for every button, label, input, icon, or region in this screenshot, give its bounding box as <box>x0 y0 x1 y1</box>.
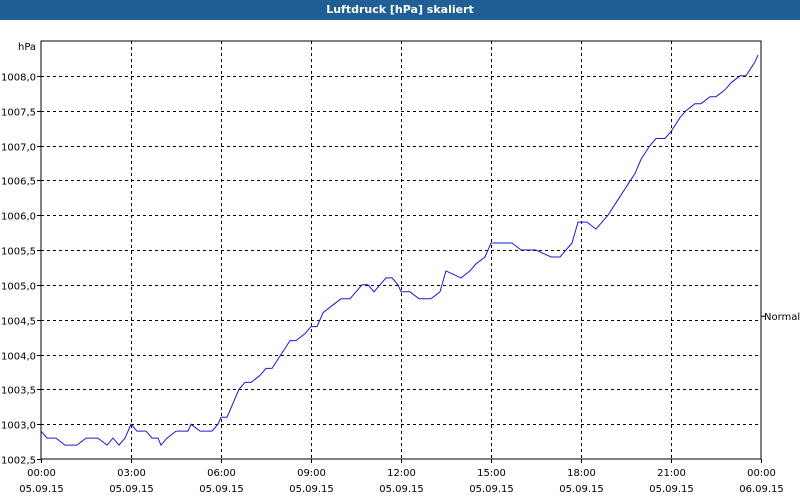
y-tick-label: 1007,5 <box>1 108 36 119</box>
x-tick-time-label: 15:00 <box>477 468 506 479</box>
x-tick-time-label: 21:00 <box>657 468 686 479</box>
y-tick-label: 1006,0 <box>1 212 36 223</box>
y-tick-label: 1008,0 <box>1 73 36 84</box>
chart-title: Luftdruck [hPa] skaliert <box>0 0 800 20</box>
y-axis-unit-label: hPa <box>18 42 36 53</box>
y-tick-label: 1002,5 <box>1 456 36 467</box>
x-tick-date-label: 05.09.15 <box>19 484 64 495</box>
y-axis: 1002,5 1003,0 1003,5 1004,0 1004,5 1005,0 1005… <box>1 73 41 467</box>
y-tick-label: 1004,0 <box>1 352 36 363</box>
y-tick-label: 1006,5 <box>1 177 36 188</box>
x-tick-date-label: 05.09.15 <box>109 484 154 495</box>
line-chart: 1002,5 1003,0 1003,5 1004,0 1004,5 1005,0 1005… <box>1 40 800 495</box>
x-tick-date-label: 05.09.15 <box>469 484 514 495</box>
x-tick-time-label: 12:00 <box>387 468 416 479</box>
x-tick-time-label: 03:00 <box>117 468 146 479</box>
x-tick-time-label: 18:00 <box>567 468 596 479</box>
reference-label-normal: Normal <box>764 312 800 323</box>
x-tick-time-label: 09:00 <box>297 468 326 479</box>
x-tick-time-label: 00:00 <box>747 468 776 479</box>
y-tick-label: 1003,0 <box>1 421 36 432</box>
series-line <box>40 54 759 447</box>
x-tick-date-label: 05.09.15 <box>289 484 334 495</box>
y-tick-label: 1005,0 <box>1 282 36 293</box>
x-tick-date-label: 05.09.15 <box>199 484 244 495</box>
x-tick-time-label: 00:00 <box>27 468 56 479</box>
x-tick-date-label: 05.09.15 <box>649 484 694 495</box>
x-tick-date-label: 05.09.15 <box>379 484 424 495</box>
x-axis: 00:00 05.09.15 03:00 05.09.15 06:00 05.09.15 0… <box>19 459 784 495</box>
y-tick-label: 1005,5 <box>1 247 36 258</box>
y-tick-label: 1003,5 <box>1 386 36 397</box>
y-tick-label: 1007,0 <box>1 143 36 154</box>
chart-area: 1002,5 1003,0 1003,5 1004,0 1004,5 1005,0 1005… <box>0 20 800 500</box>
x-tick-date-label: 05.09.15 <box>559 484 604 495</box>
y-tick-label: 1004,5 <box>1 317 36 328</box>
x-tick-date-label: 06.09.15 <box>739 484 784 495</box>
x-tick-time-label: 06:00 <box>207 468 236 479</box>
gridlines <box>41 41 761 459</box>
